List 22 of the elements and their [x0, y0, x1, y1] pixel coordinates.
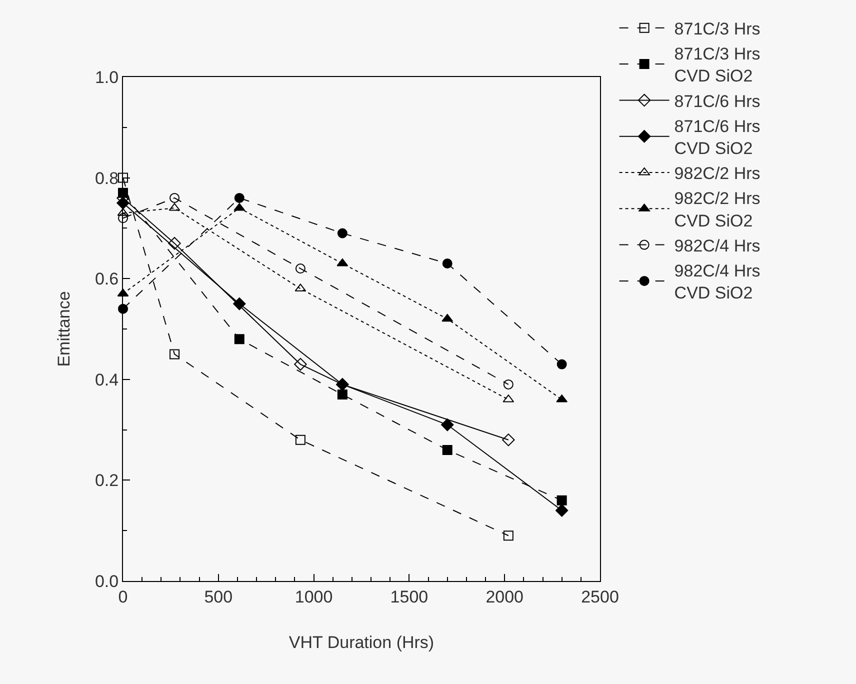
y-tick-label: 0.4	[94, 370, 119, 390]
x-tick-label: 1000	[294, 587, 333, 606]
x-tick-label: 2500	[581, 587, 619, 606]
legend-label: 982C/2 Hrs	[674, 164, 760, 184]
legend-label: 871C/3 Hrs CVD SiO2	[674, 44, 760, 86]
y-tick-label: 1.0	[94, 68, 119, 87]
legend-label: 871C/6 Hrs CVD SiO2	[674, 116, 760, 158]
y-tick-label: 0.8	[94, 168, 119, 188]
y-tick-label: 0.6	[94, 270, 119, 289]
y-tick-label: 0.2	[94, 471, 119, 490]
legend-label: 871C/6 Hrs	[674, 92, 760, 111]
x-tick-label: 0	[118, 587, 128, 606]
legend-label: 871C/3 Hrs	[674, 20, 760, 39]
legend-label: 982C/4 Hrs	[674, 236, 760, 256]
x-tick-label: 2000	[486, 587, 524, 606]
y-tick-label: 0.0	[94, 572, 119, 591]
y-axis-title: Emittance	[54, 291, 74, 367]
x-axis-title: VHT Duration (Hrs)	[288, 632, 434, 652]
legend-label: 982C/2 Hrs CVD SiO2	[674, 189, 760, 230]
legend-label: 982C/4 Hrs CVD SiO2	[674, 262, 760, 303]
x-tick-label: 1500	[390, 587, 428, 606]
x-tick-label: 500	[204, 587, 233, 606]
